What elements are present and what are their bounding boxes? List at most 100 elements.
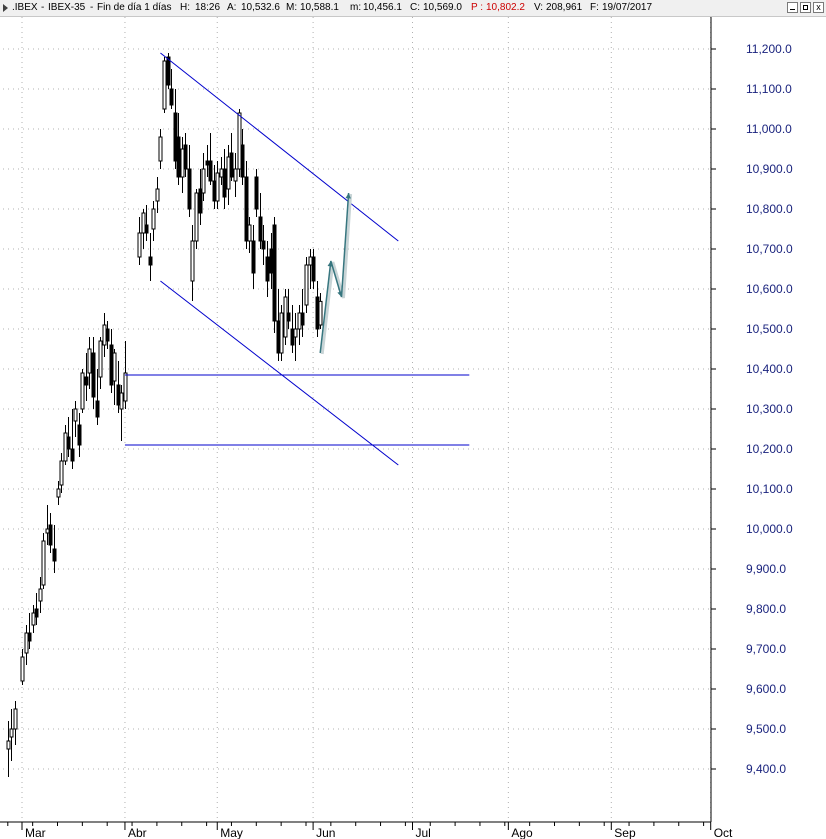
- y-tick-label: 9,900.0: [746, 562, 786, 576]
- x-tick-label: Mar: [25, 826, 46, 839]
- y-tick-label: 11,200.0: [746, 42, 792, 56]
- candle: [151, 201, 156, 241]
- candle: [77, 413, 82, 457]
- candle-body-down: [166, 56, 171, 86]
- candle: [300, 289, 305, 337]
- y-tick-label: 10,100.0: [746, 482, 793, 496]
- candle: [194, 189, 199, 249]
- candle: [244, 161, 249, 249]
- candle: [66, 417, 71, 457]
- low-label: m:: [350, 2, 362, 13]
- collapse-arrow-icon[interactable]: [3, 4, 8, 12]
- m-value: 10,588.1: [300, 2, 339, 13]
- candle: [34, 593, 39, 625]
- candle: [183, 133, 188, 177]
- candle-body-up: [9, 728, 14, 738]
- candle: [198, 169, 203, 225]
- candle-body-down: [240, 144, 245, 178]
- trendline-lower-channel[interactable]: [160, 280, 399, 466]
- candle: [162, 57, 167, 113]
- candle-body-up: [158, 136, 163, 162]
- x-tick-label: Jul: [416, 826, 431, 839]
- y-tick-label: 9,500.0: [746, 722, 786, 736]
- candle: [187, 145, 192, 217]
- trendline-upper-channel[interactable]: [160, 52, 399, 242]
- candle-body-up: [279, 312, 284, 354]
- candle: [112, 349, 117, 405]
- candle-body-up: [304, 264, 309, 306]
- candle-body-up: [137, 232, 142, 258]
- candle-body-down: [229, 152, 234, 178]
- candle: [293, 313, 298, 361]
- candle: [251, 225, 256, 289]
- candle: [311, 249, 316, 289]
- candle-body-up: [215, 172, 220, 202]
- candle: [222, 149, 227, 209]
- f-value: 19/07/2017: [602, 2, 653, 13]
- candle-body-up: [6, 740, 11, 750]
- candle-body-down: [84, 376, 89, 386]
- y-tick-label: 11,000.0: [746, 122, 792, 136]
- candle-body-up: [56, 488, 61, 498]
- projection-shadow: [320, 193, 353, 355]
- candle: [265, 241, 270, 297]
- p-value: 10,802.2: [486, 2, 525, 13]
- candle-body-up: [233, 168, 238, 182]
- candle: [148, 233, 153, 281]
- candle: [286, 289, 291, 329]
- candle: [98, 337, 103, 389]
- y-tick-label: 10,300.0: [746, 402, 793, 416]
- candle-body-up: [247, 224, 252, 242]
- candle: [169, 69, 174, 109]
- candle-body-up: [80, 372, 85, 410]
- maximize-button[interactable]: [800, 2, 811, 13]
- candlestick-chart[interactable]: 11,200.0 11,100.0 11,000.0 10,900.0 10,800.0…: [0, 17, 826, 839]
- trend-lines[interactable]: [124, 52, 470, 466]
- candle-body-up: [194, 192, 199, 242]
- minimize-button[interactable]: [787, 2, 798, 13]
- candle: [84, 353, 89, 401]
- candle: [247, 217, 252, 253]
- candle: [31, 605, 36, 633]
- candle-body-up: [155, 188, 160, 202]
- candle-body-down: [272, 224, 277, 322]
- candle-body-up: [73, 408, 78, 422]
- y-tick-label: 9,600.0: [746, 682, 786, 696]
- close-button[interactable]: x: [813, 2, 824, 13]
- x-tick-label: Abr: [128, 826, 147, 839]
- c-label: C:: [410, 2, 420, 13]
- x-tick-label: May: [220, 826, 243, 839]
- candle: [24, 625, 29, 665]
- candle: [87, 337, 92, 389]
- projection-arrowhead: [337, 291, 343, 297]
- candle-body-down: [66, 436, 71, 450]
- candle-body-up: [141, 212, 146, 234]
- candle-body-down: [261, 240, 266, 250]
- a-label: A:: [227, 2, 237, 13]
- y-tick-label: 10,400.0: [746, 362, 793, 376]
- candle: [229, 133, 234, 181]
- candle-body-down: [148, 256, 153, 266]
- candle: [91, 337, 96, 409]
- period: Fin de día 1 días: [97, 2, 172, 13]
- low-value: 10,456.1: [363, 2, 402, 13]
- v-value: 208,961: [546, 2, 583, 13]
- candle: [38, 577, 43, 613]
- candle-body-down: [198, 188, 203, 214]
- f-label: F:: [590, 2, 599, 13]
- candle-body-down: [311, 256, 316, 282]
- candle-body-down: [300, 312, 305, 326]
- y-tick-label: 10,200.0: [746, 442, 793, 456]
- candle: [73, 401, 78, 437]
- candle: [20, 649, 25, 685]
- p-label: P :: [471, 2, 484, 13]
- candle: [272, 217, 277, 333]
- candle-body-up: [151, 208, 156, 230]
- y-tick-label: 10,000.0: [746, 522, 793, 536]
- candle-body-down: [91, 352, 96, 398]
- y-tick-label: 9,400.0: [746, 762, 786, 776]
- candle-body-down: [265, 256, 270, 282]
- a-value: 10,532.6: [241, 2, 280, 13]
- candle-body-down: [105, 328, 110, 342]
- candle: [304, 257, 309, 313]
